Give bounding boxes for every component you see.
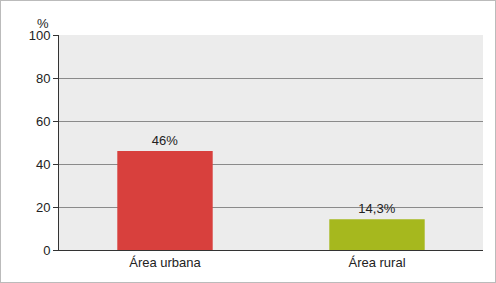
svg-text:40: 40 — [36, 157, 50, 172]
svg-text:0: 0 — [43, 243, 50, 258]
svg-text:Área rural: Área rural — [348, 255, 405, 270]
svg-text:%: % — [37, 16, 49, 31]
svg-text:100: 100 — [29, 28, 51, 43]
svg-text:60: 60 — [36, 114, 50, 129]
svg-text:80: 80 — [36, 71, 50, 86]
svg-text:Área urbana: Área urbana — [129, 255, 201, 270]
svg-text:20: 20 — [36, 200, 50, 215]
svg-text:14,3%: 14,3% — [358, 201, 395, 216]
svg-text:46%: 46% — [152, 133, 178, 148]
